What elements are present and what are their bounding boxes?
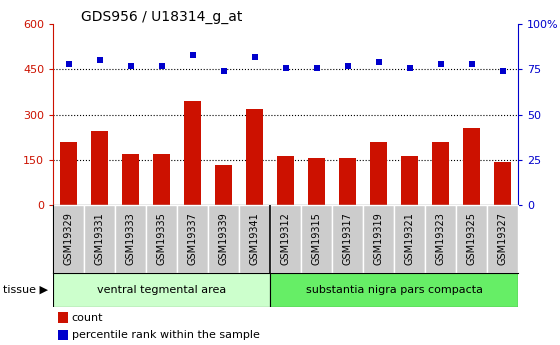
Bar bbox=[370, 142, 387, 205]
Point bbox=[219, 69, 228, 74]
Text: GSM19321: GSM19321 bbox=[404, 213, 414, 265]
FancyBboxPatch shape bbox=[53, 205, 84, 273]
Text: GSM19315: GSM19315 bbox=[311, 213, 321, 265]
Text: substantia nigra pars compacta: substantia nigra pars compacta bbox=[306, 285, 483, 295]
Bar bbox=[246, 109, 263, 205]
FancyBboxPatch shape bbox=[208, 205, 239, 273]
Point bbox=[126, 63, 135, 69]
Point bbox=[281, 65, 290, 70]
Text: GSM19323: GSM19323 bbox=[436, 213, 446, 265]
Bar bbox=[184, 101, 201, 205]
Text: GSM19339: GSM19339 bbox=[218, 213, 228, 265]
FancyBboxPatch shape bbox=[115, 205, 146, 273]
Point bbox=[64, 61, 73, 67]
Text: GSM19335: GSM19335 bbox=[157, 213, 167, 265]
FancyBboxPatch shape bbox=[332, 205, 363, 273]
Bar bbox=[494, 162, 511, 205]
Text: GSM19337: GSM19337 bbox=[188, 213, 198, 265]
Point bbox=[436, 61, 445, 67]
FancyBboxPatch shape bbox=[146, 205, 177, 273]
Bar bbox=[308, 158, 325, 205]
Text: GSM19317: GSM19317 bbox=[343, 213, 353, 265]
Bar bbox=[215, 165, 232, 205]
Text: GSM19329: GSM19329 bbox=[64, 213, 74, 265]
FancyBboxPatch shape bbox=[84, 205, 115, 273]
FancyBboxPatch shape bbox=[425, 205, 456, 273]
Bar bbox=[401, 156, 418, 205]
Text: GDS956 / U18314_g_at: GDS956 / U18314_g_at bbox=[81, 10, 242, 24]
Bar bbox=[58, 312, 68, 323]
Text: ventral tegmental area: ventral tegmental area bbox=[97, 285, 226, 295]
FancyBboxPatch shape bbox=[456, 205, 487, 273]
FancyBboxPatch shape bbox=[363, 205, 394, 273]
Point bbox=[157, 63, 166, 69]
Point bbox=[405, 65, 414, 70]
Text: tissue ▶: tissue ▶ bbox=[3, 285, 48, 295]
Point bbox=[498, 69, 507, 74]
Point bbox=[95, 58, 104, 63]
Text: GSM19312: GSM19312 bbox=[281, 213, 291, 265]
Text: count: count bbox=[72, 313, 103, 323]
Bar bbox=[122, 154, 139, 205]
Bar bbox=[153, 154, 170, 205]
FancyBboxPatch shape bbox=[53, 273, 270, 307]
Bar bbox=[432, 142, 449, 205]
Bar bbox=[60, 142, 77, 205]
Point bbox=[312, 65, 321, 70]
FancyBboxPatch shape bbox=[301, 205, 332, 273]
Bar bbox=[277, 156, 294, 205]
Text: GSM19327: GSM19327 bbox=[497, 213, 507, 265]
FancyBboxPatch shape bbox=[177, 205, 208, 273]
Text: percentile rank within the sample: percentile rank within the sample bbox=[72, 330, 260, 340]
Point bbox=[188, 52, 197, 58]
Point bbox=[343, 63, 352, 69]
Point bbox=[250, 54, 259, 60]
Bar bbox=[91, 131, 108, 205]
FancyBboxPatch shape bbox=[394, 205, 425, 273]
Text: GSM19325: GSM19325 bbox=[466, 213, 477, 265]
Text: GSM19341: GSM19341 bbox=[250, 213, 260, 265]
FancyBboxPatch shape bbox=[270, 273, 518, 307]
FancyBboxPatch shape bbox=[270, 205, 301, 273]
Point bbox=[374, 59, 383, 65]
Text: GSM19331: GSM19331 bbox=[95, 213, 105, 265]
Bar bbox=[339, 158, 356, 205]
Text: GSM19319: GSM19319 bbox=[374, 213, 384, 265]
Bar bbox=[463, 128, 480, 205]
Point bbox=[467, 61, 476, 67]
Bar bbox=[58, 330, 68, 341]
Text: GSM19333: GSM19333 bbox=[125, 213, 136, 265]
FancyBboxPatch shape bbox=[487, 205, 518, 273]
FancyBboxPatch shape bbox=[239, 205, 270, 273]
